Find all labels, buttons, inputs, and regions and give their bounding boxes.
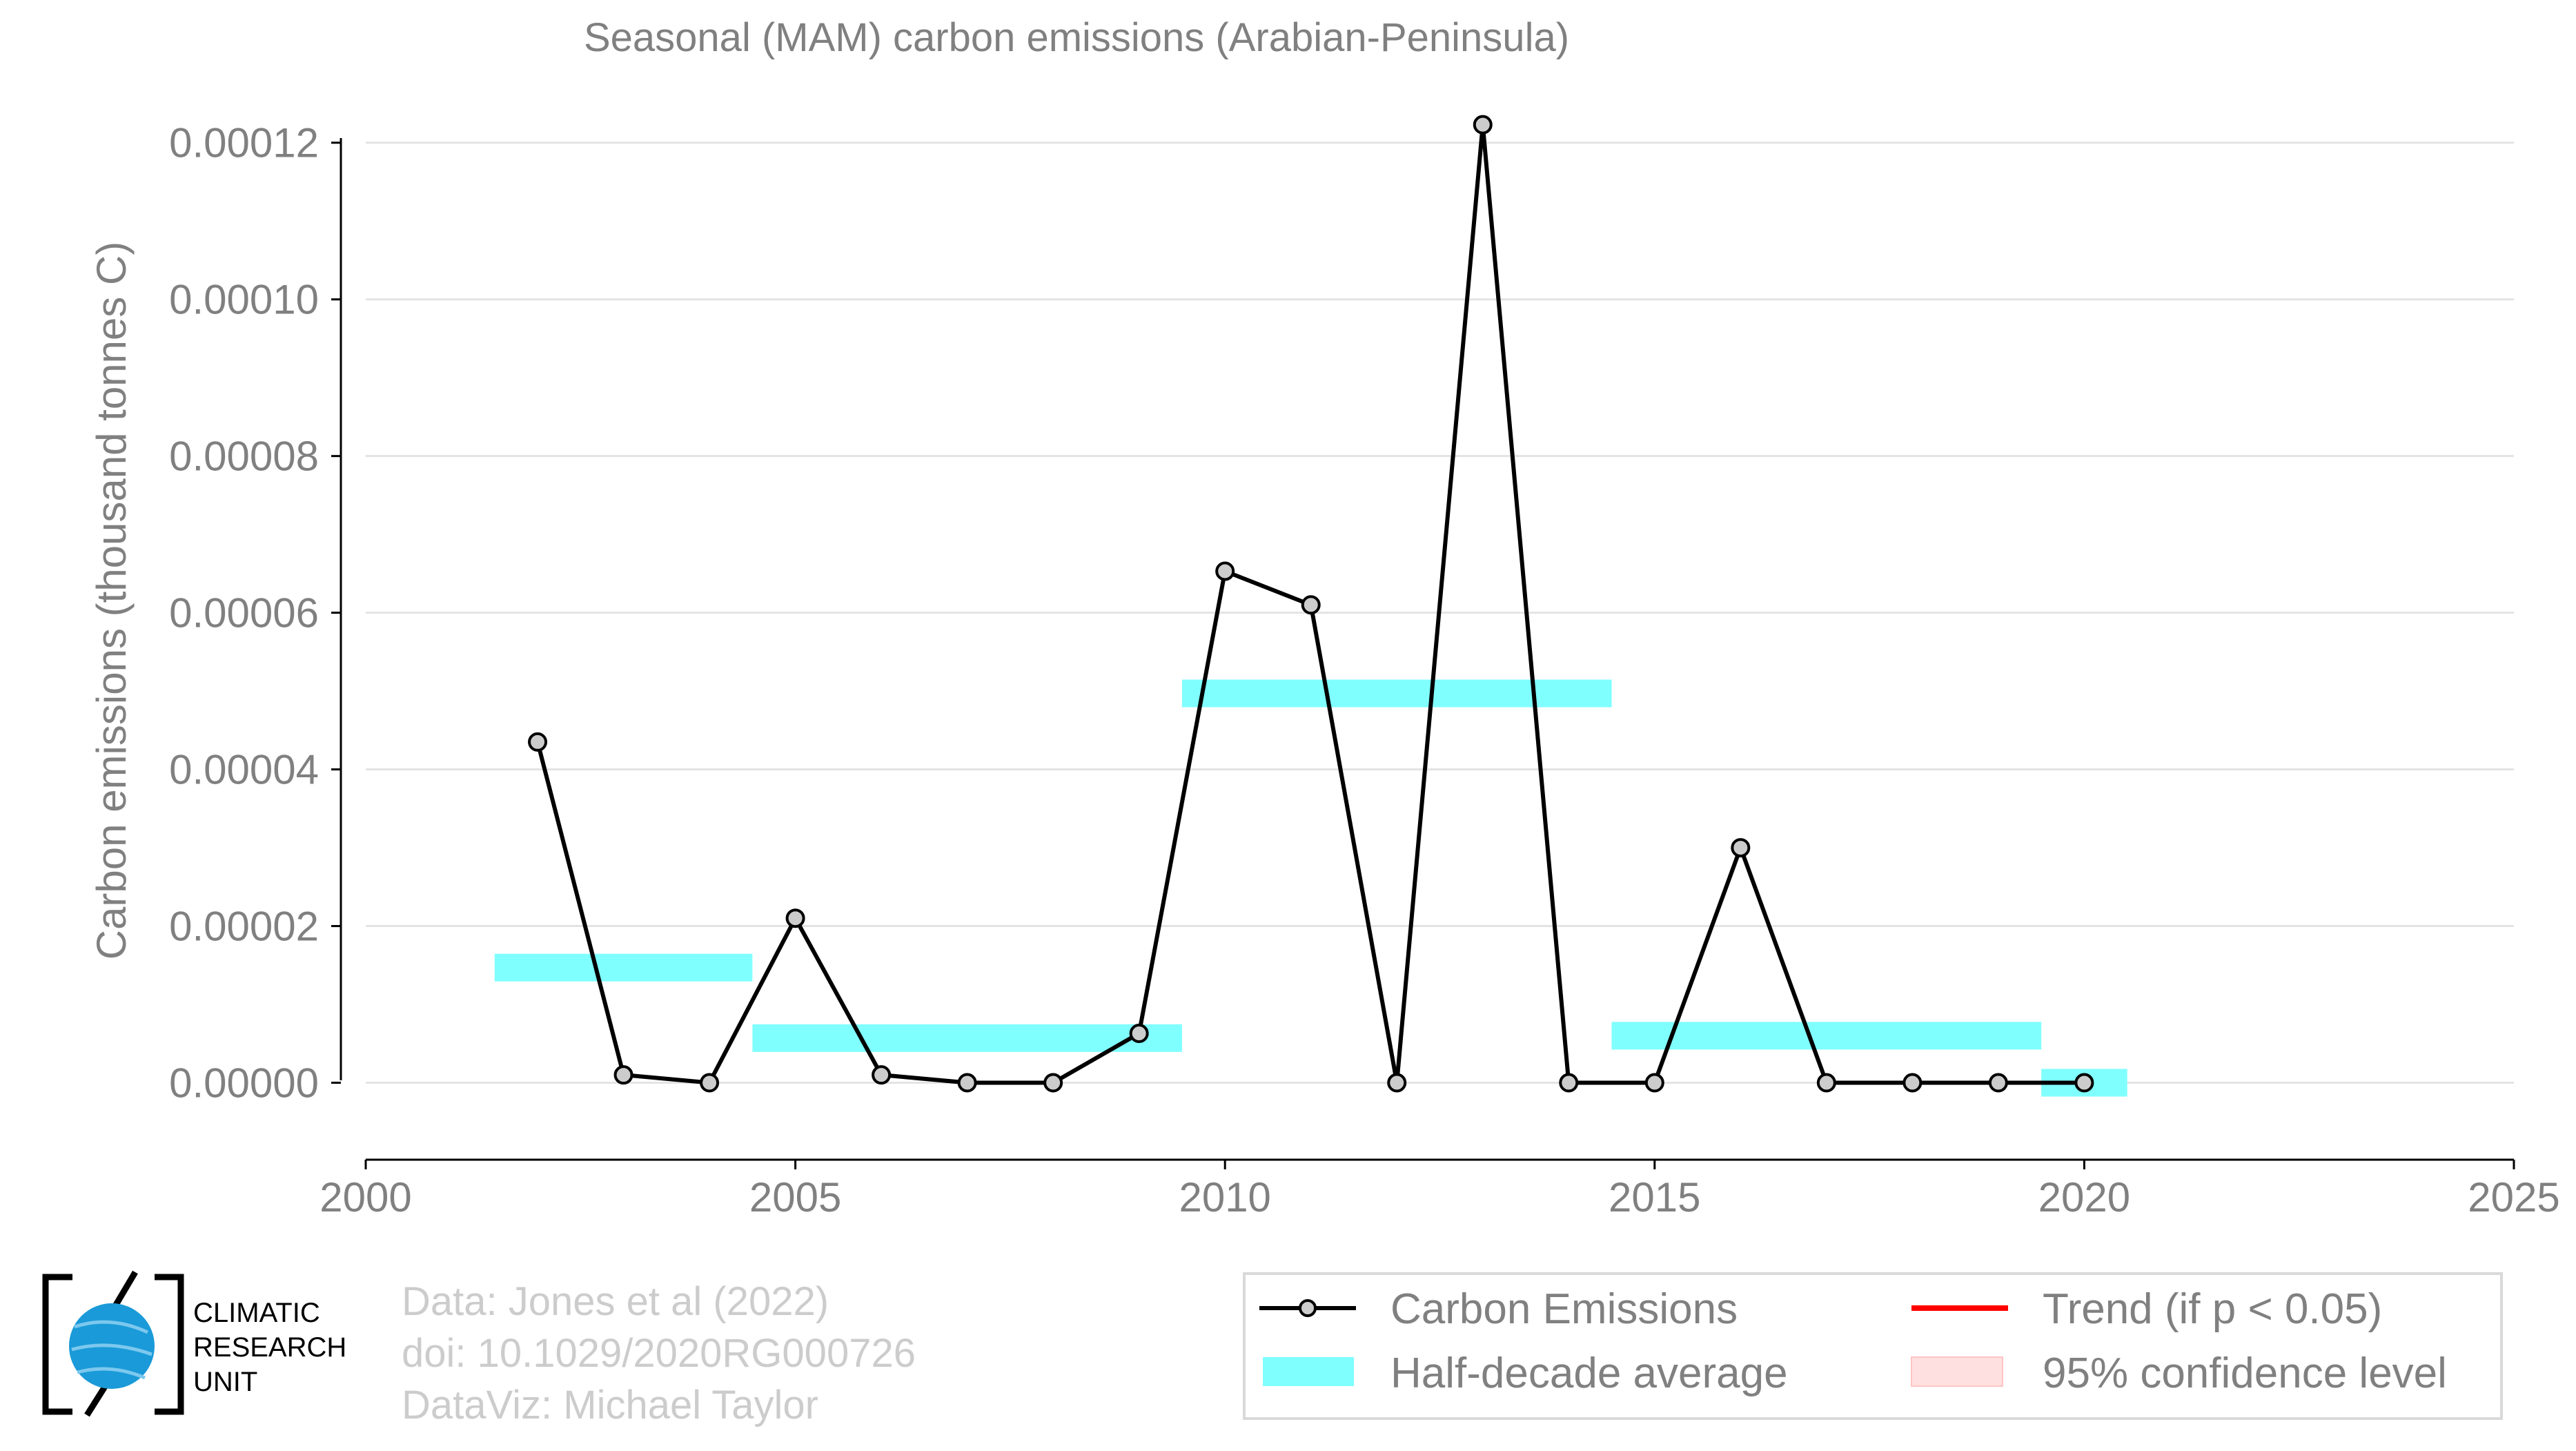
data-point bbox=[1902, 1073, 1923, 1093]
x-tick-label: 2010 bbox=[1179, 1174, 1270, 1220]
credit-doi: doi: 10.1029/2020RG000726 bbox=[402, 1331, 916, 1376]
legend-frame bbox=[1243, 1272, 2503, 1420]
half-decade-average-bar bbox=[752, 1024, 1182, 1052]
legend: Carbon Emissions Trend (if p < 0.05) Hal… bbox=[1243, 1272, 2503, 1420]
legend-average-label: Half-decade average bbox=[1390, 1350, 1788, 1397]
gridlines bbox=[366, 142, 2514, 1084]
x-tick-label: 2005 bbox=[749, 1174, 841, 1220]
legend-confidence-label: 95% confidence level bbox=[2043, 1350, 2447, 1397]
data-point bbox=[872, 1065, 892, 1085]
legend-confidence-swatch bbox=[1911, 1356, 2003, 1387]
data-point bbox=[1043, 1073, 1063, 1093]
data-point bbox=[528, 732, 548, 752]
x-tick-label: 2020 bbox=[2038, 1174, 2130, 1220]
y-tick-label: 0.00012 bbox=[169, 120, 319, 166]
data-point bbox=[1816, 1073, 1836, 1093]
data-point bbox=[1988, 1073, 2008, 1093]
data-point bbox=[785, 908, 805, 928]
logo-line-2: RESEARCH bbox=[193, 1332, 346, 1363]
carbon-emissions-series bbox=[528, 115, 2094, 1093]
credit-data: Data: Jones et al (2022) bbox=[402, 1279, 829, 1324]
data-point bbox=[1387, 1073, 1407, 1093]
data-point bbox=[1473, 115, 1493, 135]
data-point bbox=[1215, 561, 1235, 581]
y-tick-label: 0.00010 bbox=[169, 277, 319, 323]
data-point bbox=[700, 1073, 720, 1093]
x-tick-label: 2000 bbox=[319, 1174, 411, 1220]
x-tick-label: 2015 bbox=[1609, 1174, 1700, 1220]
legend-carbon-label: Carbon Emissions bbox=[1390, 1285, 1738, 1333]
y-tick-label: 0.00004 bbox=[169, 747, 319, 793]
data-point bbox=[1301, 595, 1321, 615]
y-tick-label: 0.00006 bbox=[169, 590, 319, 636]
legend-average-swatch bbox=[1263, 1357, 1354, 1386]
credit-dataviz: DataViz: Michael Taylor bbox=[402, 1383, 818, 1428]
cru-logo: CLIMATIC RESEARCH UNIT bbox=[42, 1270, 346, 1417]
half-decade-average-bar bbox=[1181, 679, 1612, 708]
chart-title: Seasonal (MAM) carbon emissions (Arabian… bbox=[584, 15, 1569, 60]
x-ticks: 2000 2005 2010 2015 2020 2025 bbox=[319, 1160, 2560, 1220]
data-point bbox=[1731, 838, 1751, 858]
data-point bbox=[957, 1073, 977, 1093]
data-point bbox=[1644, 1073, 1664, 1093]
logo-line-3: UNIT bbox=[193, 1367, 257, 1397]
half-decade-average-bands bbox=[494, 679, 2127, 1097]
y-ticks: 0.00000 0.00002 0.00004 0.00006 0.00008 0.000… bbox=[169, 120, 341, 1107]
data-point bbox=[613, 1065, 633, 1085]
y-tick-label: 0.00002 bbox=[169, 904, 319, 950]
legend-trend-label: Trend (if p < 0.05) bbox=[2043, 1285, 2382, 1333]
y-tick-label: 0.00000 bbox=[169, 1060, 319, 1107]
legend-carbon-marker bbox=[1299, 1299, 1317, 1317]
x-tick-label: 2025 bbox=[2468, 1174, 2559, 1220]
data-point bbox=[2074, 1073, 2094, 1093]
y-axis-label: Carbon emissions (thousand tonnes C) bbox=[88, 242, 135, 960]
data-point bbox=[1559, 1073, 1579, 1093]
logo-line-1: CLIMATIC bbox=[193, 1298, 320, 1328]
data-point bbox=[1129, 1024, 1149, 1044]
y-tick-label: 0.00008 bbox=[169, 434, 319, 480]
half-decade-average-bar bbox=[1611, 1022, 2042, 1050]
half-decade-average-bar bbox=[494, 953, 753, 982]
